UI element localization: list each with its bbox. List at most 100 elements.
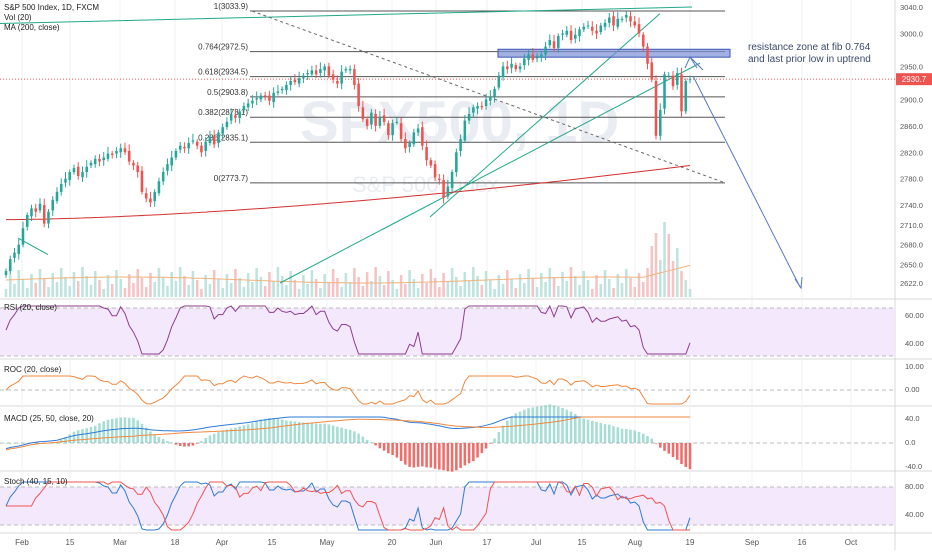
macd-histogram-bar — [272, 418, 275, 443]
volume-bar — [416, 288, 420, 297]
macd-histogram-bar — [353, 431, 356, 443]
macd-histogram-bar — [399, 443, 403, 462]
long-trend-line — [279, 62, 701, 284]
volume-bar — [527, 269, 530, 297]
macd-histogram-bar — [641, 433, 645, 443]
macd-histogram-bar — [684, 443, 688, 467]
candle-body — [391, 123, 394, 136]
volume-bar — [310, 270, 314, 297]
macd-histogram-bar — [357, 433, 360, 443]
macd-histogram-bar — [663, 443, 666, 451]
symbol-title[interactable]: S&P 500 Index, 1D, FXCM — [4, 3, 100, 12]
macd-histogram-bar — [268, 417, 271, 443]
candle-body — [552, 41, 556, 48]
candle-body — [561, 33, 564, 35]
macd-histogram-bar — [336, 426, 339, 443]
fib-level-label: 0(2773.7) — [214, 174, 249, 183]
candle-body — [140, 170, 144, 192]
macd-histogram-bar — [204, 437, 207, 443]
candle-body — [42, 205, 46, 224]
volume-bar — [204, 275, 207, 297]
roc-line — [5, 375, 691, 405]
time-axis-label: Sep — [745, 538, 760, 547]
volume-bar — [85, 276, 88, 297]
volume-bar — [637, 273, 641, 297]
volume-bar — [544, 282, 547, 297]
ma-indicator-label[interactable]: MA (200, close) — [4, 23, 60, 32]
volume-indicator-label[interactable]: Vol (20) — [4, 13, 32, 22]
volume-bar — [688, 289, 692, 297]
indicator-axis-label: 80.00 — [905, 482, 924, 491]
rsi-band — [0, 308, 895, 356]
time-axis-label: 17 — [483, 538, 492, 547]
volume-bar — [68, 286, 72, 297]
volume-bar — [497, 275, 501, 297]
volume-bar — [336, 278, 339, 297]
candle-body — [280, 88, 284, 91]
macd-histogram-bar — [212, 433, 216, 443]
macd-histogram-bar — [646, 435, 649, 443]
volume-bar — [293, 280, 297, 297]
volume-bar — [51, 273, 55, 297]
macd-histogram-bar — [374, 443, 377, 446]
candle-body — [242, 106, 246, 111]
candle-body — [421, 127, 424, 146]
macd-histogram-bar — [527, 408, 530, 443]
macd-histogram-bar — [404, 443, 407, 465]
macd-histogram-bar — [578, 416, 581, 443]
candle-body — [4, 271, 8, 276]
candle-body — [234, 115, 237, 118]
macd-histogram-bar — [446, 443, 450, 472]
candle-body — [123, 148, 127, 153]
candle-body — [624, 14, 628, 18]
volume-bar — [195, 280, 199, 297]
volume-bar — [569, 267, 573, 297]
volume-bar — [667, 234, 671, 297]
volume-bar — [425, 283, 428, 297]
candle-body — [225, 121, 229, 128]
candle-body — [480, 106, 484, 108]
volume-bar — [450, 268, 454, 297]
volume-bar — [178, 267, 182, 297]
macd-histogram-bar — [217, 432, 220, 443]
candle-body — [38, 203, 42, 211]
candle-body — [51, 199, 55, 211]
candle-body — [446, 186, 450, 197]
volume-bar — [459, 286, 462, 297]
volume-bar — [21, 279, 25, 297]
candle-body — [582, 26, 586, 30]
candle-body — [102, 157, 105, 161]
candle-body — [340, 71, 343, 84]
macd-histogram-bar — [68, 434, 72, 443]
price-axis-label: 2900.0 — [900, 95, 923, 104]
candle-body — [178, 145, 182, 150]
macd-histogram-bar — [93, 425, 97, 443]
macd-histogram-bar — [514, 413, 518, 443]
candle-body — [17, 244, 21, 254]
candle-body — [348, 69, 352, 71]
macd-histogram-bar — [433, 443, 437, 469]
price-axis-label: 2820.0 — [900, 148, 923, 157]
macd-histogram-bar — [225, 429, 229, 443]
candle-body — [191, 140, 195, 142]
candle-body — [353, 69, 356, 85]
candle-body — [47, 211, 50, 224]
candle-body — [374, 113, 377, 126]
volume-bar — [399, 275, 403, 297]
macd-histogram-bar — [629, 429, 632, 443]
candle-body — [476, 106, 479, 109]
macd-histogram-bar — [608, 424, 611, 443]
annotation-line-1: resistance zone at fib 0.764 — [748, 42, 871, 53]
volume-bar — [433, 278, 437, 297]
volume-bar — [442, 273, 445, 297]
macd-histogram-bar — [8, 443, 12, 444]
candle-body — [416, 128, 420, 133]
volume-bar — [472, 267, 475, 297]
volume-bar — [629, 278, 632, 297]
macd-histogram-bar — [178, 443, 182, 447]
candle-body — [404, 139, 407, 149]
candle-body — [633, 21, 637, 26]
candle-body — [302, 75, 305, 79]
macd-histogram-bar — [569, 411, 573, 443]
